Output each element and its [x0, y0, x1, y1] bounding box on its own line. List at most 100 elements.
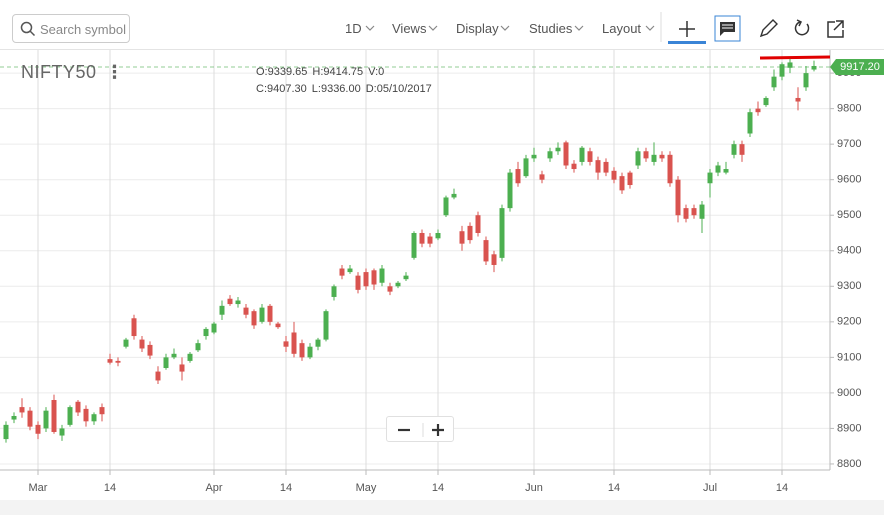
menu-button[interactable]: Studies [529, 21, 573, 36]
candle-body [739, 144, 745, 155]
candle-body [659, 154, 665, 159]
reset-button[interactable] [794, 19, 810, 36]
candle-body [243, 307, 249, 315]
grid [0, 50, 830, 470]
candle-body [395, 282, 401, 287]
candle-body [195, 343, 201, 351]
drawn-line [759, 55, 831, 60]
candle-body [635, 151, 641, 166]
candle-body [771, 76, 777, 88]
candle-body [587, 151, 593, 162]
candle-body [555, 147, 561, 152]
candle-body [811, 65, 817, 70]
candle-body [427, 236, 433, 244]
menu-button[interactable]: Layout [602, 21, 642, 36]
legend-label: L: [311, 83, 321, 95]
candle-body [451, 193, 457, 198]
x-tick-label: Jul [703, 482, 717, 494]
candle-body [507, 172, 513, 209]
menu-button[interactable]: Display [456, 21, 499, 36]
candle-body [27, 410, 33, 427]
candle-body [475, 215, 481, 233]
candle-body [187, 353, 193, 361]
legend-label: C: [256, 83, 267, 95]
draw-button[interactable] [759, 19, 778, 38]
candle-body [99, 407, 105, 415]
y-tick-label: 9600 [837, 174, 861, 186]
candle-body [19, 407, 25, 413]
search-box[interactable]: Search symbol [12, 14, 130, 43]
candle-body [147, 344, 153, 356]
candle-body [443, 197, 449, 216]
last-price-label: 9917.20 [840, 61, 880, 73]
candle-body [795, 97, 801, 102]
candle-body [411, 232, 417, 258]
candle-body [579, 147, 585, 162]
candle-body [347, 268, 353, 273]
candle-body [499, 208, 505, 258]
candle-body [299, 343, 305, 358]
zoom-control [386, 416, 454, 442]
candle-body [651, 154, 657, 162]
search-icon [20, 21, 36, 37]
candle-body [211, 323, 217, 333]
candle-body [539, 174, 545, 180]
candle-body [515, 169, 521, 184]
candle-body [75, 401, 81, 413]
candle-body [11, 415, 17, 420]
candle-body [139, 339, 145, 349]
candle-body [67, 407, 73, 425]
y-tick-label: 9700 [837, 138, 861, 150]
candle-body [787, 62, 793, 68]
x-tick-label: Apr [205, 482, 222, 494]
export-button[interactable] [827, 20, 844, 38]
y-tick-label: 9100 [837, 351, 861, 363]
candle-body [603, 161, 609, 173]
zoom-in[interactable] [432, 424, 444, 436]
crosshair-button[interactable] [668, 21, 706, 44]
candle-body [291, 332, 297, 354]
candle-body [339, 268, 345, 276]
candle-body [267, 305, 273, 322]
legend-value: 0 [378, 66, 385, 78]
candle-body [275, 323, 281, 328]
comment-button[interactable] [714, 15, 741, 42]
candle-body [571, 163, 577, 170]
y-tick-label: 9800 [837, 103, 861, 115]
legend-value: 9339.65 [267, 66, 308, 78]
symbol-title[interactable]: NIFTY50 ⋮ [21, 62, 124, 83]
x-tick-label: Jun [525, 482, 543, 494]
candle-body [203, 328, 209, 337]
candle-body [755, 108, 761, 113]
zoom-icons [398, 423, 444, 437]
candle-body [611, 170, 617, 180]
legend-row: C:9407.30 L:9336.00 D:05/10/2017 [256, 81, 437, 98]
symbol-name: NIFTY50 [21, 62, 97, 82]
candle-body [763, 97, 769, 106]
candle-body [707, 172, 713, 184]
candle-body [403, 275, 409, 280]
symbol-menu[interactable]: ⋮ [105, 62, 125, 82]
candle-body [323, 311, 329, 340]
candle-body [627, 172, 633, 186]
menu-button[interactable]: Views [392, 21, 427, 36]
candle-body [691, 208, 697, 216]
candle-body [483, 240, 489, 262]
candle-body [531, 154, 537, 159]
candle-body [643, 151, 649, 159]
y-tick-label: 9000 [837, 387, 861, 399]
candle-body [179, 364, 185, 372]
candle-body [123, 339, 129, 347]
x-tick-label: Mar [29, 482, 48, 494]
candle-body [563, 142, 569, 166]
candle-body [91, 414, 97, 422]
legend-label: O: [256, 66, 268, 78]
candle-body [219, 305, 225, 315]
x-tick-label: 14 [432, 482, 444, 494]
candle-body [675, 179, 681, 216]
y-tick-label: 9500 [837, 209, 861, 221]
candle-body [363, 272, 369, 287]
interval-button[interactable]: 1D [345, 21, 362, 36]
toolbar-icons [365, 12, 844, 44]
